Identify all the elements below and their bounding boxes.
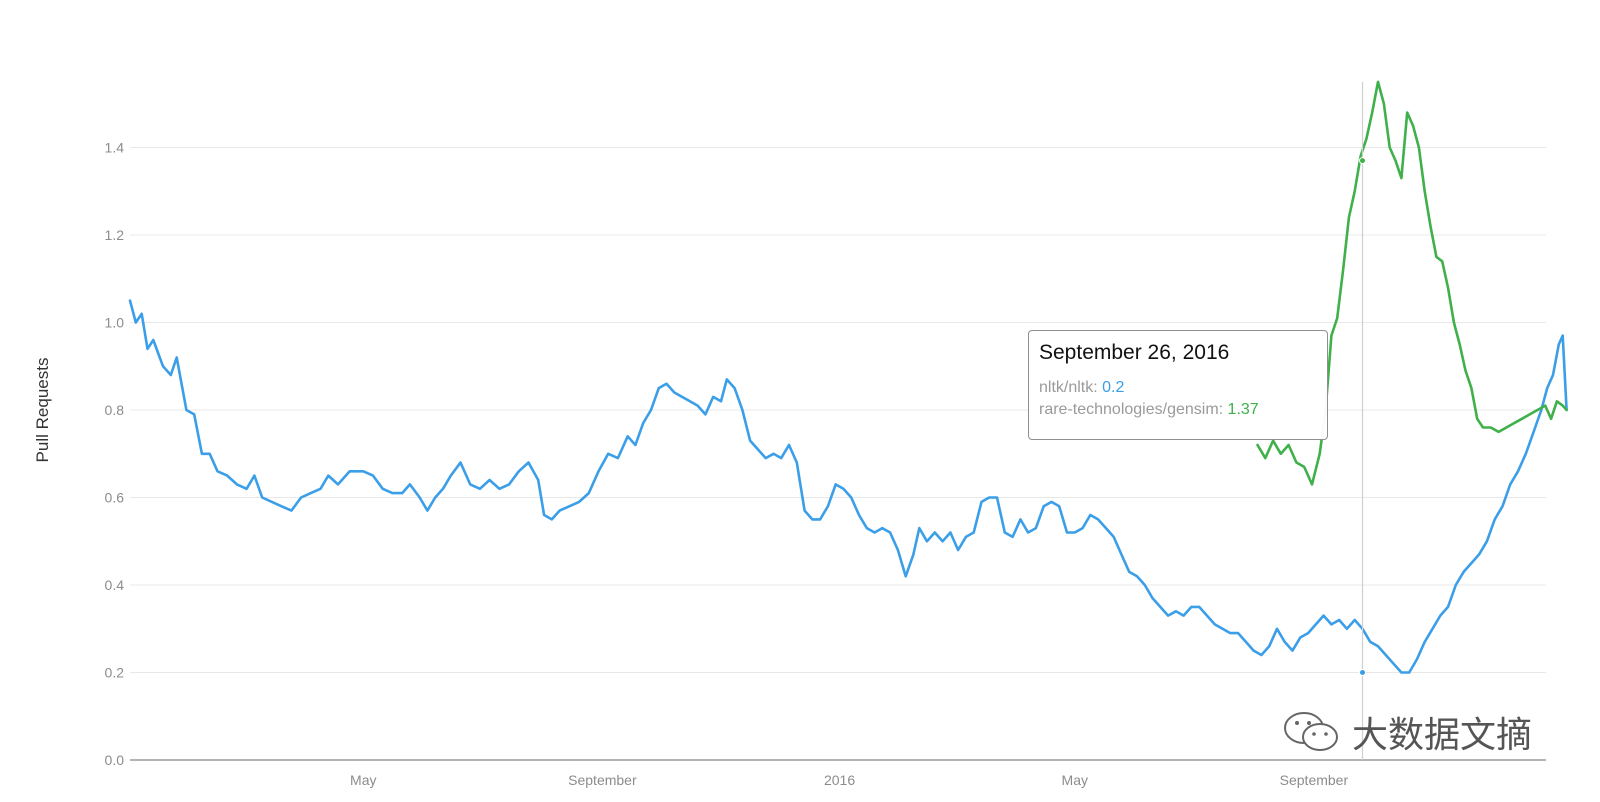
tooltip-series-name: nltk/nltk: [1039, 379, 1094, 396]
tooltip: September 26, 2016 nltk/nltk: 0.2 rare-t…: [1028, 330, 1328, 440]
grid-lines: [130, 147, 1546, 673]
x-tick-label: September: [1280, 772, 1349, 788]
tooltip-date: September 26, 2016: [1039, 341, 1230, 364]
tooltip-row-gensim: rare-technologies/gensim: 1.37: [1039, 401, 1259, 418]
x-tick-label: September: [568, 772, 637, 788]
tooltip-series-value: 1.37: [1227, 401, 1259, 418]
hover-markers: [1358, 157, 1366, 676]
y-axis-label: Pull Requests: [33, 358, 52, 463]
y-tick-label: 1.4: [105, 140, 125, 156]
watermark: 大数据文摘: [1280, 708, 1580, 756]
y-tick-label: 1.0: [105, 315, 125, 331]
hover-point: [1358, 669, 1366, 676]
series-group: [128, 80, 1568, 674]
x-tick-labels: May September 2016 May September: [350, 772, 1348, 788]
y-tick-label: 0.8: [105, 402, 125, 418]
series-line-0: [128, 299, 1568, 674]
tooltip-series-value: 0.2: [1102, 379, 1125, 396]
y-tick-label: 0.4: [105, 577, 125, 593]
series-line-1: [1256, 80, 1568, 486]
watermark-text: 大数据文摘: [1352, 715, 1533, 756]
y-tick-label: 0.6: [105, 490, 125, 506]
x-tick-label: 2016: [824, 772, 855, 788]
x-tick-label: May: [1062, 772, 1088, 788]
tooltip-series-name: rare-technologies/gensim: [1039, 401, 1219, 418]
wechat-icon: [1284, 712, 1338, 751]
hover-point: [1358, 157, 1366, 165]
y-tick-label: 1.2: [105, 227, 125, 243]
x-tick-label: May: [350, 772, 376, 788]
y-tick-label: 0.2: [105, 665, 125, 681]
y-tick-label: 0.0: [105, 752, 125, 768]
y-tick-labels: 0.0 0.2 0.4 0.6 0.8 1.0 1.2 1.4: [105, 140, 125, 769]
tooltip-row-nltk: nltk/nltk: 0.2: [1039, 379, 1125, 396]
